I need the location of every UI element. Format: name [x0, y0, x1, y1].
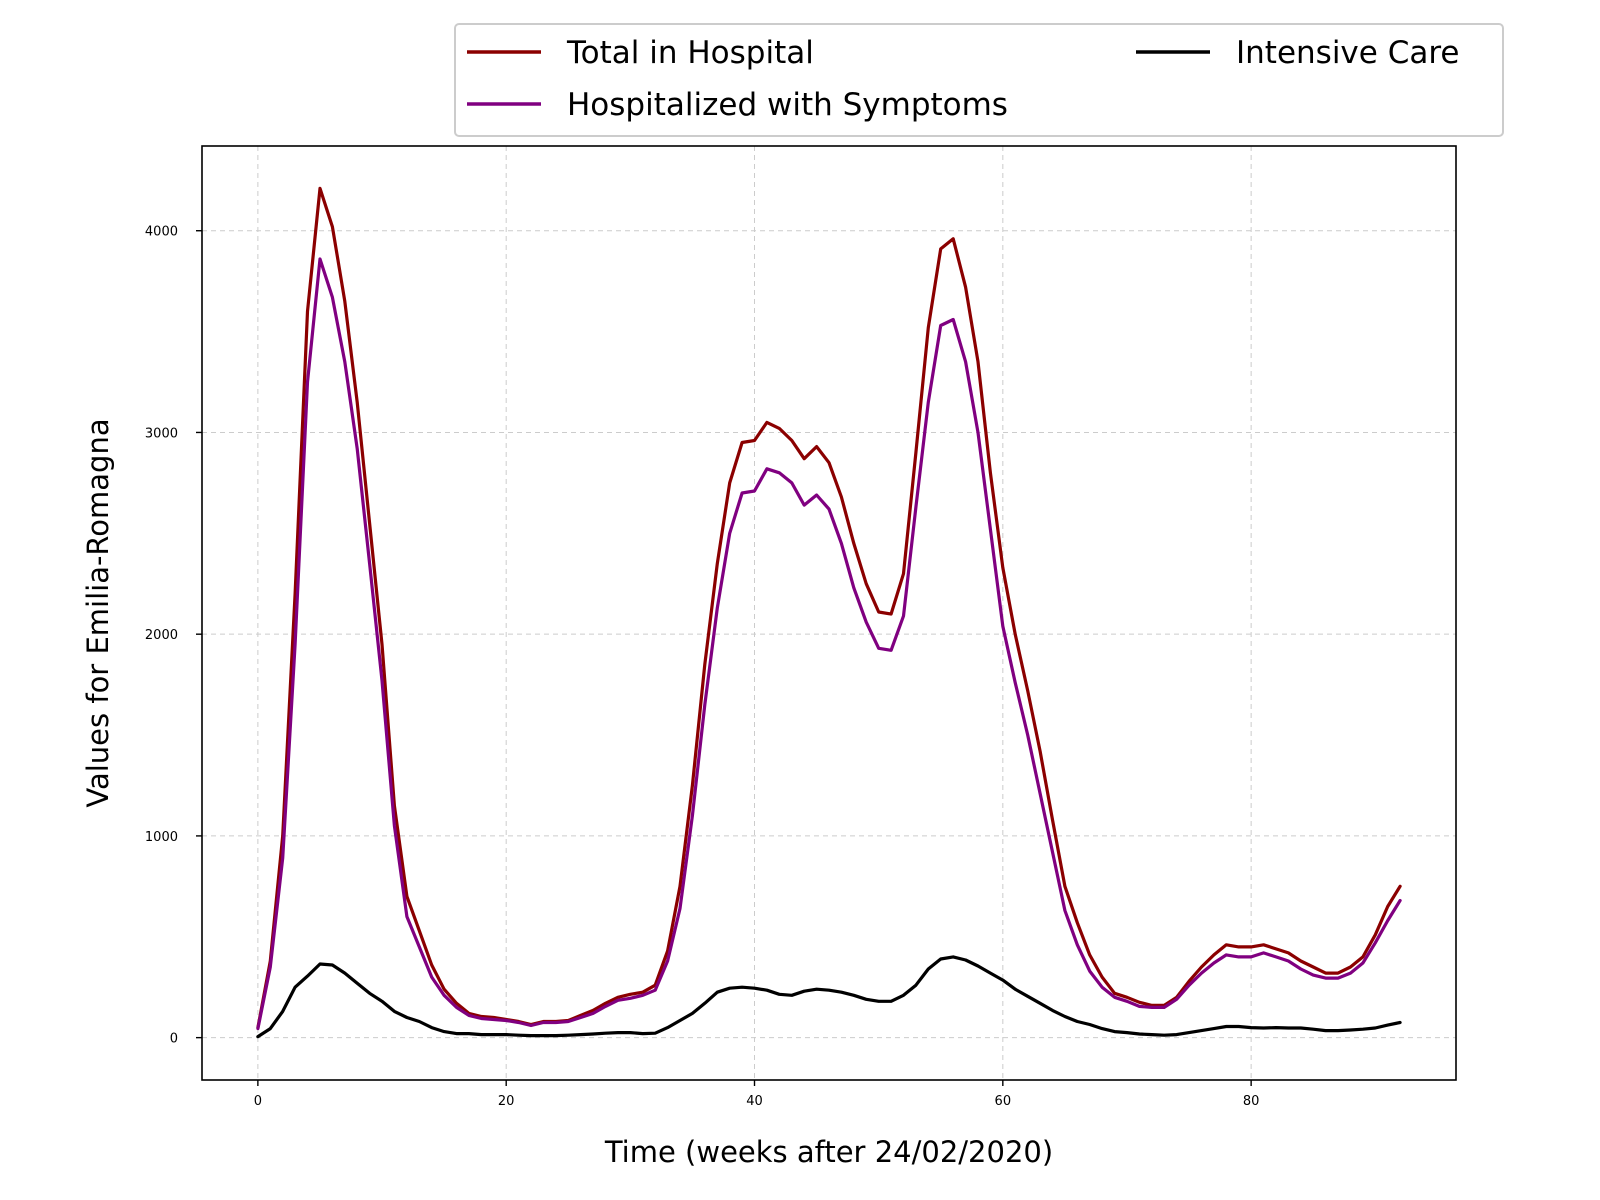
- x-axis-label: Time (weeks after 24/02/2020): [604, 1135, 1053, 1169]
- y-tick-label: 0: [170, 1032, 178, 1047]
- x-tick-label: 0: [254, 1094, 262, 1109]
- legend-label-hospitalized-with-symptoms: Hospitalized with Symptoms: [567, 87, 1008, 123]
- y-tick-label: 4000: [145, 225, 178, 240]
- y-tick-label: 2000: [145, 628, 178, 643]
- y-tick-label: 1000: [145, 830, 178, 845]
- series-line-total-in-hospital: [256, 186, 1402, 1030]
- y-tick-label: 3000: [145, 426, 178, 441]
- series-line-intensive-care: [256, 955, 1402, 1039]
- plot-frame: [201, 145, 1457, 1081]
- legend-frame: [454, 23, 1504, 137]
- legend-label-intensive-care: Intensive Care: [1236, 35, 1459, 71]
- series-lines: [256, 186, 1402, 1039]
- y-axis-label: Values for Emilia-Romagna: [81, 418, 115, 807]
- x-tick-label: 40: [746, 1094, 763, 1109]
- legend: Total in Hospital Hospitalized with Symp…: [454, 23, 1504, 137]
- legend-label-total-in-hospital: Total in Hospital: [566, 35, 814, 71]
- x-tick-label: 60: [995, 1094, 1012, 1109]
- axis-ticks: 0 20 40 60 80 0 1000 2000 3000 4000: [145, 225, 1260, 1109]
- x-tick-label: 20: [498, 1094, 515, 1109]
- series-line-hospitalized-with-symptoms: [256, 257, 1402, 1031]
- grid: [202, 146, 1456, 1080]
- x-tick-label: 80: [1243, 1094, 1260, 1109]
